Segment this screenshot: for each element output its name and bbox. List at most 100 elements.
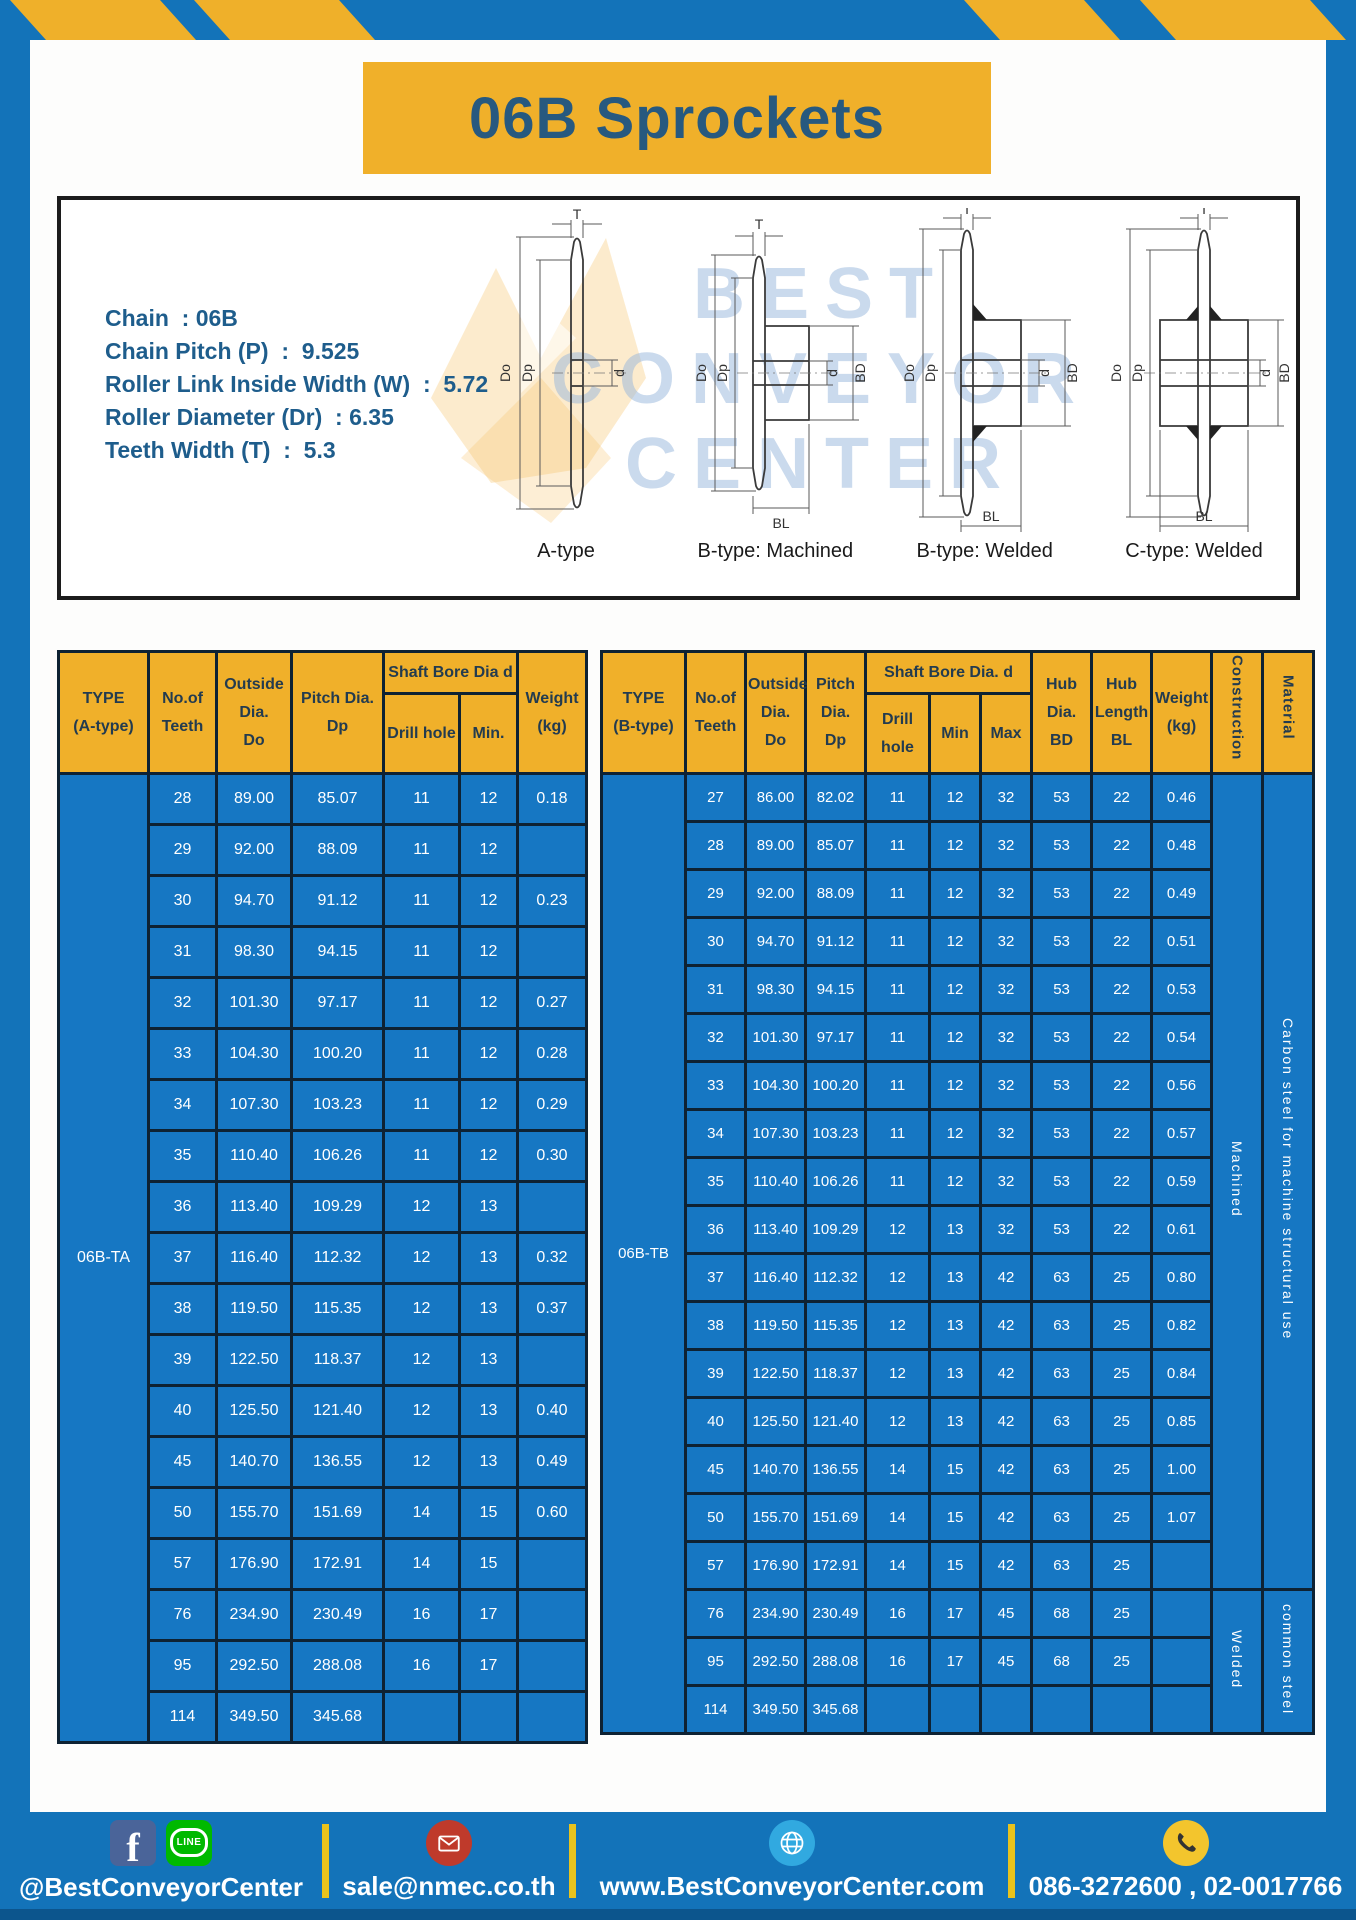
table-cell: 230.49: [290, 1588, 385, 1642]
table-cell: 0.85: [1150, 1396, 1214, 1447]
table-cell: 15: [458, 1486, 519, 1540]
table-cell: 13: [458, 1435, 519, 1489]
table-cell: [864, 1684, 931, 1735]
table-cell: [458, 1690, 519, 1744]
table-row: 31 98.30 94.15 11 12: [59, 925, 588, 979]
table-cell: 11: [864, 868, 931, 919]
table-cell: 122.50: [744, 1348, 807, 1399]
table-row: 45 140.70 136.55 14 15 42 63 25 1.00: [602, 1444, 1314, 1495]
table-row: 34 107.30 103.23 11 12 0.29: [59, 1078, 588, 1132]
table-06b-ta: TYPE (A-type) No.of Teeth Outside Dia. D…: [57, 650, 588, 1744]
table-cell: 0.53: [1150, 964, 1214, 1015]
spec-line-pitch: Chain Pitch (P) : 9.525: [105, 338, 360, 364]
table-cell: 42: [978, 1252, 1034, 1303]
facebook-icon[interactable]: f: [110, 1819, 156, 1867]
table-cell: 27: [684, 772, 747, 823]
globe-icon[interactable]: [769, 1819, 815, 1866]
table-cell: 11: [864, 1156, 931, 1207]
table-cell: 15: [928, 1540, 982, 1591]
footer-social-section: f LINE @BestConveyorCenter: [0, 1819, 322, 1903]
table-row: 40 125.50 121.40 12 13 0.40: [59, 1384, 588, 1438]
table-cell: 345.68: [290, 1690, 385, 1744]
table-cell: 57: [684, 1540, 747, 1591]
footer-divider: [322, 1823, 329, 1898]
table-cell: 95: [147, 1639, 218, 1693]
table-cell: 85.07: [290, 772, 385, 826]
table-cell: 63: [1030, 1300, 1094, 1351]
website-url[interactable]: www.BestConveyorCenter.com: [599, 1870, 985, 1901]
line-icon[interactable]: LINE: [166, 1819, 212, 1866]
phone-numbers[interactable]: 086-3272600 , 02-0017766: [1028, 1870, 1343, 1901]
banner-stripe: [956, 0, 1128, 40]
table-cell: 16: [382, 1588, 461, 1642]
table-row: 76 234.90 230.49 16 17: [59, 1588, 588, 1642]
dim-label-bd: BD: [1276, 363, 1292, 382]
table-cell: [516, 1333, 588, 1387]
table-row: 36 113.40 109.29 12 13 32 53 22 0.61: [602, 1204, 1314, 1255]
table-cell: 22: [1090, 820, 1154, 871]
table-cell: 32: [978, 1060, 1034, 1111]
table-cell: 155.70: [215, 1486, 293, 1540]
table-cell: 98.30: [215, 925, 293, 979]
table-row: 33 104.30 100.20 11 12 0.28: [59, 1027, 588, 1081]
table-cell: 12: [382, 1384, 461, 1438]
table-cell: 38: [147, 1282, 218, 1336]
table-cell: 114: [147, 1690, 218, 1744]
email-address[interactable]: sale@nmec.co.th: [342, 1870, 556, 1901]
table-cell: 113.40: [215, 1180, 293, 1234]
table-cell: [1150, 1588, 1214, 1639]
table-cell: 32: [684, 1012, 747, 1063]
table-row: 45 140.70 136.55 12 13 0.49: [59, 1435, 588, 1489]
table-cell: 22: [1090, 1156, 1154, 1207]
table-cell: 35: [147, 1129, 218, 1183]
col-header-drill-hole: Drill hole: [864, 692, 931, 775]
table-cell: 0.32: [516, 1231, 588, 1285]
table-cell: 22: [1090, 868, 1154, 919]
table-cell: 25: [1090, 1492, 1154, 1543]
table-row: 34 107.30 103.23 11 12 32 53 22 0.57: [602, 1108, 1314, 1159]
table-cell: 230.49: [804, 1588, 867, 1639]
table-cell: 89.00: [215, 772, 293, 826]
table-cell: 88.09: [290, 823, 385, 877]
table-cell: 11: [382, 976, 461, 1030]
table-cell: 32: [978, 1156, 1034, 1207]
phone-icon[interactable]: [1162, 1819, 1209, 1866]
table-cell: [1150, 1684, 1214, 1735]
table-cell: 12: [458, 1129, 519, 1183]
table-cell: 0.61: [1150, 1204, 1214, 1255]
table-cell: 32: [978, 916, 1034, 967]
table-row: 50 155.70 151.69 14 15 42 63 25 1.07: [602, 1492, 1314, 1543]
table-cell: 34: [147, 1078, 218, 1132]
table-cell: 12: [864, 1396, 931, 1447]
material-cell: Carbon steel for machine structural use: [1261, 772, 1316, 1591]
table-cell: 53: [1030, 964, 1094, 1015]
dim-label-bl: BL: [1195, 508, 1212, 524]
table-cell: 97.17: [804, 1012, 867, 1063]
table-cell: 122.50: [215, 1333, 293, 1387]
table-cell: 32: [978, 820, 1034, 871]
social-handle[interactable]: @BestConveyorCenter: [19, 1871, 303, 1902]
table-cell: 113.40: [744, 1204, 807, 1255]
footer-bottom-strip: [0, 1909, 1356, 1920]
table-cell: 22: [1090, 1204, 1154, 1255]
dim-label-t: T: [755, 216, 764, 232]
dim-label-t: T: [573, 208, 582, 222]
table-cell: 33: [147, 1027, 218, 1081]
table-cell: 32: [978, 1012, 1034, 1063]
email-icon[interactable]: [426, 1819, 472, 1866]
table-cell: 22: [1090, 772, 1154, 823]
table-cell: 11: [864, 1108, 931, 1159]
footer-email-section: sale@nmec.co.th: [329, 1819, 569, 1902]
table-cell: 40: [147, 1384, 218, 1438]
figure-label: B-type: Welded: [916, 540, 1053, 562]
type-label-cell: 06B-TB: [600, 772, 687, 1735]
table-cell: 63: [1030, 1540, 1094, 1591]
dim-label-bd: BD: [1064, 363, 1080, 382]
table-cell: 155.70: [744, 1492, 807, 1543]
table-cell: 292.50: [215, 1639, 293, 1693]
table-cell: 36: [147, 1180, 218, 1234]
table-cell: 0.84: [1150, 1348, 1214, 1399]
table-cell: 121.40: [804, 1396, 867, 1447]
figure-b-type-welded: T Do Dp d BD: [885, 208, 1085, 563]
